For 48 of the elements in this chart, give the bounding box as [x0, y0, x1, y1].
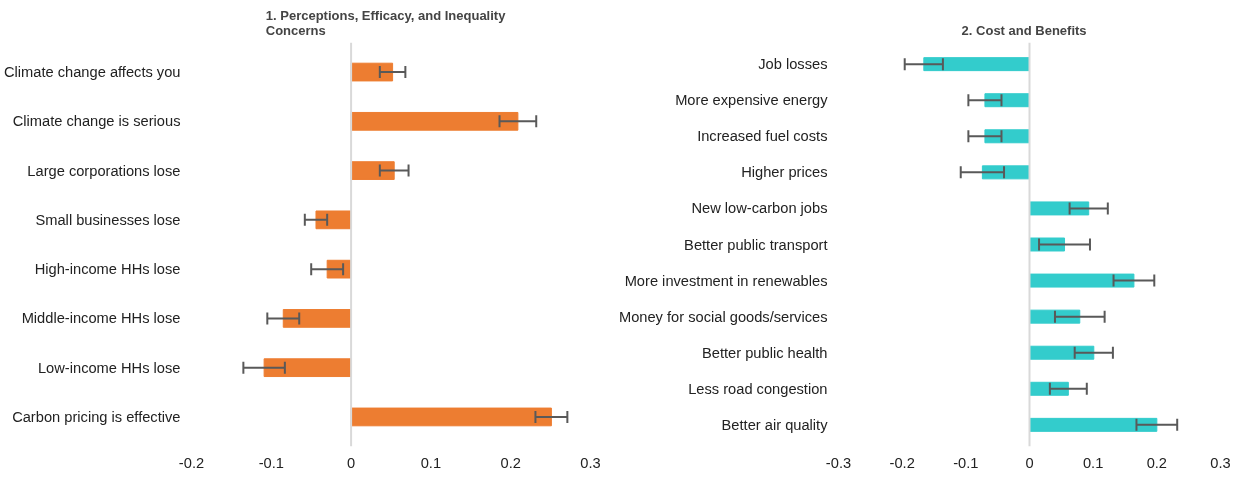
- y-tick-label: Better public transport: [684, 236, 828, 253]
- bar: [350, 62, 394, 82]
- x-tick-label: 0: [347, 454, 356, 471]
- y-tick-label: Money for social goods/services: [618, 308, 828, 325]
- y-tick-label: Increased fuel costs: [697, 128, 828, 145]
- x-tick-label: -0.1: [953, 454, 979, 471]
- x-tick-label: 0.3: [580, 454, 601, 471]
- bar: [1029, 345, 1095, 360]
- y-tick-label: Better public health: [702, 344, 828, 361]
- bar: [984, 129, 1030, 144]
- x-tick-label: 0.3: [1210, 454, 1231, 471]
- bar: [984, 93, 1030, 108]
- y-tick-label: High-income HHs lose: [34, 261, 181, 278]
- y-tick-label: Large corporations lose: [27, 162, 181, 179]
- bar: [350, 161, 395, 180]
- x-tick-label: -0.2: [178, 454, 205, 471]
- x-tick-label: 0: [1025, 454, 1034, 471]
- y-tick-label: Climate change affects you: [3, 64, 181, 81]
- x-tick-label: 0.2: [1146, 454, 1168, 471]
- y-tick-label: Carbon pricing is effective: [12, 408, 181, 425]
- y-tick-label: More investment in renewables: [624, 272, 828, 289]
- x-tick-label: 0.2: [500, 454, 521, 471]
- bar: [350, 111, 519, 131]
- y-tick-label: Small businesses lose: [35, 211, 181, 228]
- bar: [263, 358, 352, 378]
- bar: [1029, 201, 1090, 216]
- y-tick-label: Higher prices: [741, 164, 828, 181]
- x-tick-label: -0.1: [258, 454, 284, 471]
- x-tick-label: -0.2: [889, 454, 915, 471]
- y-tick-label: New low-carbon jobs: [691, 200, 828, 217]
- y-tick-label: Climate change is serious: [12, 113, 181, 130]
- y-tick-label: Less road congestion: [688, 380, 828, 397]
- x-tick-label: -0.3: [825, 454, 852, 471]
- bar: [282, 309, 352, 328]
- bar: [923, 57, 1030, 72]
- y-tick-label: Job losses: [758, 56, 828, 73]
- bar: [1029, 417, 1158, 432]
- y-tick-label: More expensive energy: [675, 92, 829, 109]
- bar: [1029, 273, 1135, 288]
- y-tick-label: Better air quality: [721, 416, 829, 433]
- chart-title: 1. Perceptions, Efficacy, and Inequality Concerns: [265, 7, 507, 38]
- bar: [315, 210, 352, 230]
- chart-title: 2. Cost and Benefits: [961, 22, 1087, 38]
- x-tick-label: 0.1: [420, 454, 442, 471]
- bar: [350, 407, 552, 427]
- x-tick-label: 0.1: [1082, 454, 1104, 471]
- y-tick-label: Low-income HHs lose: [37, 359, 181, 376]
- y-tick-label: Middle-income HHs lose: [21, 310, 181, 327]
